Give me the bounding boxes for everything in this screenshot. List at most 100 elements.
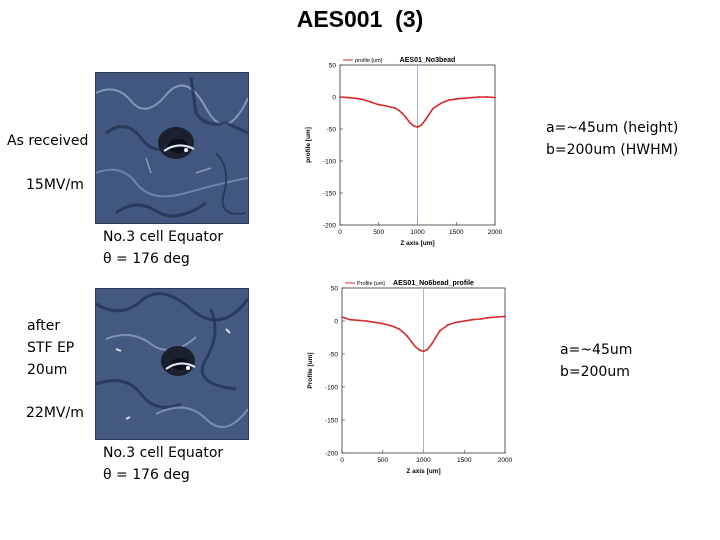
x-tick-label: 0 <box>338 229 342 236</box>
y-tick-label: -200 <box>325 451 338 458</box>
profile-data-point <box>430 343 433 345</box>
profile-chart-bottom: AES01_No6bead_profile Profile [um] 50 0 -50-… <box>300 278 515 488</box>
profile-data-point <box>422 350 425 353</box>
x-tick-label: 2000 <box>488 229 503 236</box>
profile-data-point <box>362 98 365 101</box>
profile-series-line-bottom <box>341 315 506 353</box>
y-tick-label: -50 <box>327 127 337 134</box>
profile-data-point <box>385 105 388 107</box>
profile-data-point <box>390 324 392 327</box>
condition-label-bottom-line2: STF EP <box>27 340 75 356</box>
profile-data-point <box>406 335 409 338</box>
cavity-photo-top <box>95 72 249 224</box>
defect-image-bottom <box>96 289 248 439</box>
x-tick-label: 2000 <box>498 457 513 464</box>
x-tick-label: 1000 <box>410 229 425 236</box>
profile-data-point <box>487 316 490 319</box>
profile-data-point <box>381 322 384 325</box>
profile-data-point <box>434 336 437 339</box>
profile-data-point <box>398 328 400 330</box>
profile-data-point <box>370 101 372 104</box>
profile-data-point <box>463 320 466 322</box>
y-tick-label: -150 <box>325 418 338 425</box>
chart-title-bottom: AES01_No6bead_profile <box>393 280 474 287</box>
profile-data-point <box>426 348 429 351</box>
profile-data-point <box>393 106 396 109</box>
page-title: AES001 (3) <box>296 6 424 32</box>
profile-data-point <box>495 316 498 318</box>
profile-data-point <box>455 321 457 324</box>
profile-data-point <box>420 124 423 127</box>
field-label-top: 15MV/m <box>26 177 84 193</box>
y-tick-label: -100 <box>323 159 336 166</box>
x-axis-label-top: Z axis [um] <box>400 240 434 247</box>
profile-data-point <box>504 315 506 318</box>
caption-top-line2: θ = 176 deg <box>103 251 190 267</box>
x-axis-label-bottom: Z axis [um] <box>406 468 440 475</box>
y-tick-label: 0 <box>334 319 338 326</box>
profile-data-point <box>432 107 434 110</box>
profile-data-point <box>416 126 419 128</box>
profile-data-point <box>428 113 431 116</box>
condition-label-bottom-line1: after <box>27 318 61 334</box>
profile-data-point <box>479 318 482 320</box>
profile-data-point <box>397 108 400 111</box>
y-tick-label: 0 <box>332 95 336 102</box>
profile-data-point <box>339 96 341 98</box>
result-bottom-line1: a=~45um <box>560 342 633 358</box>
condition-label-bottom-line3: 20um <box>27 362 68 378</box>
profile-data-point <box>357 319 360 322</box>
condition-label-top: As received <box>7 133 89 149</box>
defect-image-top <box>96 73 248 223</box>
profile-data-point <box>470 96 473 99</box>
legend-label-top: profile [um] <box>355 58 383 64</box>
profile-series-line-top <box>339 96 496 128</box>
x-tick-label: 500 <box>373 229 384 236</box>
profile-data-point <box>377 103 380 106</box>
x-tick-label: 0 <box>340 457 344 464</box>
profile-data-point <box>408 121 411 124</box>
x-tick-label: 500 <box>377 457 388 464</box>
y-tick-label: -150 <box>323 191 336 198</box>
y-tick-label: 50 <box>331 286 339 293</box>
y-axis-label-top: profile [um] <box>305 127 312 163</box>
profile-chart-top: AES01_No3bead profile [um] 50 0 -50 -100 -150-… <box>300 50 505 255</box>
profile-data-point <box>412 124 415 127</box>
profile-data-point <box>418 349 421 351</box>
y-axis-label-bottom: Profile [um] <box>307 352 314 388</box>
caption-top-line1: No.3 cell Equator <box>103 229 224 245</box>
profile-data-point <box>410 340 413 343</box>
profile-data-point <box>424 119 427 121</box>
profile-data-point <box>455 98 458 100</box>
x-tick-label: 1500 <box>449 229 464 236</box>
profile-data-point <box>439 102 442 105</box>
result-bottom-line2: b=200um <box>560 364 630 380</box>
profile-data-point <box>354 97 357 100</box>
chart-title-top: AES01_No3bead <box>400 57 456 64</box>
cavity-photo-bottom <box>95 288 249 440</box>
profile-data-point <box>401 112 403 114</box>
caption-bottom-line2: θ = 176 deg <box>103 467 190 483</box>
profile-data-point <box>463 97 465 100</box>
profile-data-point <box>447 99 450 102</box>
x-tick-label: 1000 <box>416 457 431 464</box>
profile-data-point <box>471 318 474 321</box>
profile-data-point <box>486 96 489 98</box>
x-tick-label: 1500 <box>457 457 472 464</box>
profile-data-point <box>478 96 481 98</box>
profile-data-point <box>346 96 349 99</box>
profile-data-point <box>438 330 441 332</box>
profile-data-point <box>414 345 417 348</box>
caption-bottom-line1: No.3 cell Equator <box>103 445 224 461</box>
profile-data-point <box>365 320 368 322</box>
result-top-line2: b=200um (HWHM) <box>546 142 679 158</box>
profile-data-point <box>373 321 376 324</box>
profile-data-point <box>494 96 496 99</box>
result-top-line1: a=~45um (height) <box>546 120 679 136</box>
y-tick-label: -100 <box>325 385 338 392</box>
y-tick-label: -200 <box>323 223 336 230</box>
profile-data-point <box>447 324 449 326</box>
profile-data-point <box>402 331 405 334</box>
